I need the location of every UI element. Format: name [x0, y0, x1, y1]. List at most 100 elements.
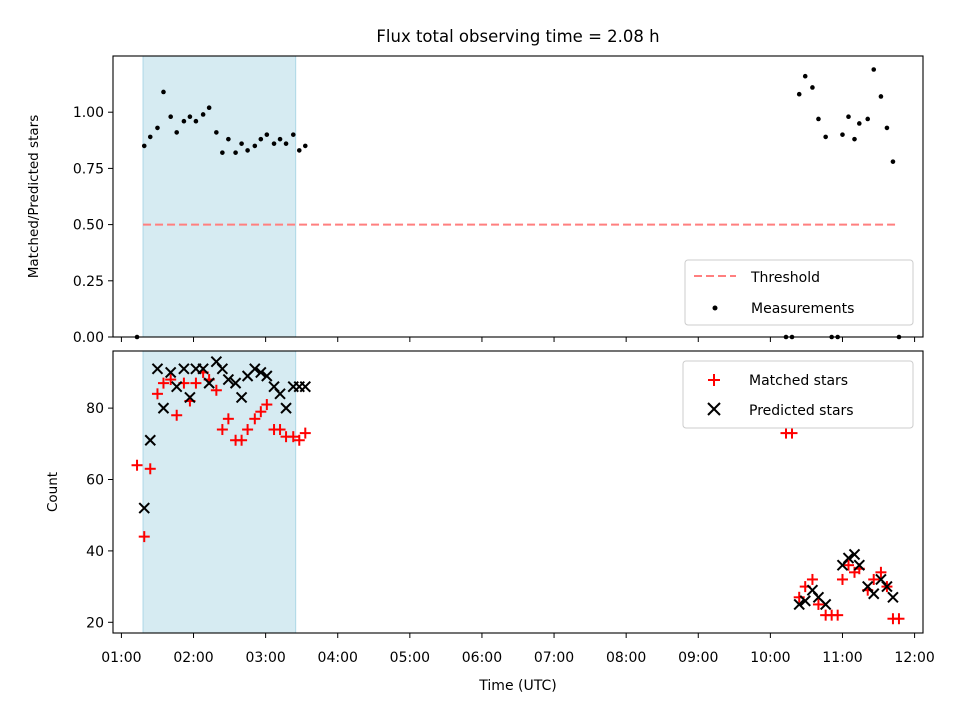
matched-point — [255, 406, 267, 418]
predicted-point — [299, 380, 311, 393]
legend-threshold-label: Threshold — [750, 270, 820, 286]
measurement-point — [181, 118, 187, 124]
matched-point — [842, 559, 854, 571]
axes-frame-count — [112, 350, 924, 634]
legend-matched-label: Matched stars — [749, 373, 848, 389]
matched-point — [210, 384, 222, 396]
legend-count: Matched stars Predicted stars — [682, 360, 914, 429]
matched-point — [216, 424, 228, 436]
legend-measurements-label: Measurements — [751, 301, 854, 317]
axes-frame-ratio — [112, 55, 924, 338]
measurement-point — [200, 112, 206, 117]
predicted-point — [280, 402, 292, 414]
y-tick-label: 0.25 — [73, 274, 104, 290]
measurement-point — [155, 125, 160, 131]
predicted-point — [164, 366, 177, 379]
predicted-point — [255, 366, 267, 379]
y-tick-label: 0.50 — [73, 218, 104, 234]
measurement-point — [245, 148, 250, 153]
x-tick-label: 02:00 — [173, 650, 213, 666]
x-tick-label: 09:00 — [678, 650, 718, 666]
matched-point — [236, 434, 248, 446]
measurement-point — [226, 136, 231, 142]
series-predicted-stars — [138, 356, 899, 611]
predicted-point — [799, 595, 811, 607]
x-axis-label: Time (UTC) — [478, 678, 556, 694]
measurement-point — [296, 148, 302, 153]
measurement-point — [233, 150, 238, 155]
x-tick-label: 04:00 — [318, 650, 358, 666]
matched-point — [806, 573, 818, 585]
matched-point — [222, 413, 234, 425]
predicted-point — [819, 598, 832, 611]
measurement-point — [823, 134, 828, 140]
measurement-point — [802, 73, 808, 79]
measurement-point — [840, 132, 845, 137]
legend-ratio: Threshold Measurements — [684, 259, 914, 326]
y-tick-label: 20 — [86, 615, 104, 631]
predicted-point — [178, 363, 190, 375]
measurement-point — [174, 130, 179, 135]
measurement-point — [302, 143, 308, 149]
measurement-point — [857, 121, 862, 126]
measurement-point — [220, 150, 225, 155]
legend-predicted-label: Predicted stars — [749, 403, 854, 419]
legend-predicted-swatch — [707, 402, 721, 416]
measurement-point — [846, 114, 851, 119]
chart-title: Flux total observing time = 2.08 h — [376, 27, 659, 46]
x-tick-label: 07:00 — [534, 650, 574, 666]
measurement-point — [816, 116, 821, 122]
x-tick-label: 03:00 — [245, 650, 285, 666]
matched-point — [138, 531, 150, 543]
matched-point — [157, 377, 169, 389]
ylabel-ratio: Matched/Predicted stars — [26, 115, 42, 278]
predicted-point — [848, 548, 861, 561]
matched-point — [299, 427, 311, 439]
measurement-point — [283, 141, 289, 146]
measurement-point — [206, 105, 212, 111]
measurement-point — [865, 116, 871, 122]
matched-point — [249, 413, 261, 425]
y-tick-label: 0.00 — [73, 330, 104, 346]
predicted-point — [887, 591, 899, 604]
measurement-point — [271, 141, 277, 146]
matched-point — [144, 463, 156, 475]
matched-point — [131, 459, 143, 471]
y-tick-label: 80 — [86, 401, 104, 417]
matched-point — [287, 431, 299, 443]
predicted-point — [184, 391, 196, 404]
x-tick-label: 06:00 — [462, 650, 502, 666]
y-tick-label: 60 — [86, 473, 104, 489]
measurement-point — [878, 94, 884, 99]
measurement-point — [239, 141, 244, 146]
measurement-point — [264, 132, 270, 137]
ylabel-count: Count — [45, 472, 61, 512]
panel-count: Count 20 40 60 80 — [45, 350, 924, 638]
matched-point — [274, 424, 286, 436]
predicted-point — [151, 363, 164, 375]
legend-ratio-frame — [684, 259, 914, 326]
matched-point — [190, 377, 202, 389]
x-tick-label: 05:00 — [390, 650, 430, 666]
measurement-point — [161, 89, 166, 95]
matched-point — [261, 399, 273, 411]
y-tick-label: 40 — [86, 544, 104, 560]
measurement-point — [258, 136, 264, 142]
predicted-point — [229, 377, 242, 389]
predicted-point — [138, 502, 150, 514]
matched-point — [293, 434, 305, 446]
shaded-interval-ratio — [142, 55, 297, 338]
measurement-point — [147, 134, 153, 140]
matched-point — [893, 613, 905, 625]
measurement-point — [852, 136, 857, 142]
series-measurements — [134, 67, 902, 340]
matched-point — [812, 598, 824, 610]
x-tick-label: 11:00 — [822, 650, 862, 666]
predicted-point — [197, 363, 209, 375]
measurement-point — [193, 118, 199, 124]
matched-point — [151, 388, 163, 400]
matched-point — [171, 409, 183, 421]
matched-point — [875, 566, 887, 578]
measurement-point — [141, 143, 147, 149]
